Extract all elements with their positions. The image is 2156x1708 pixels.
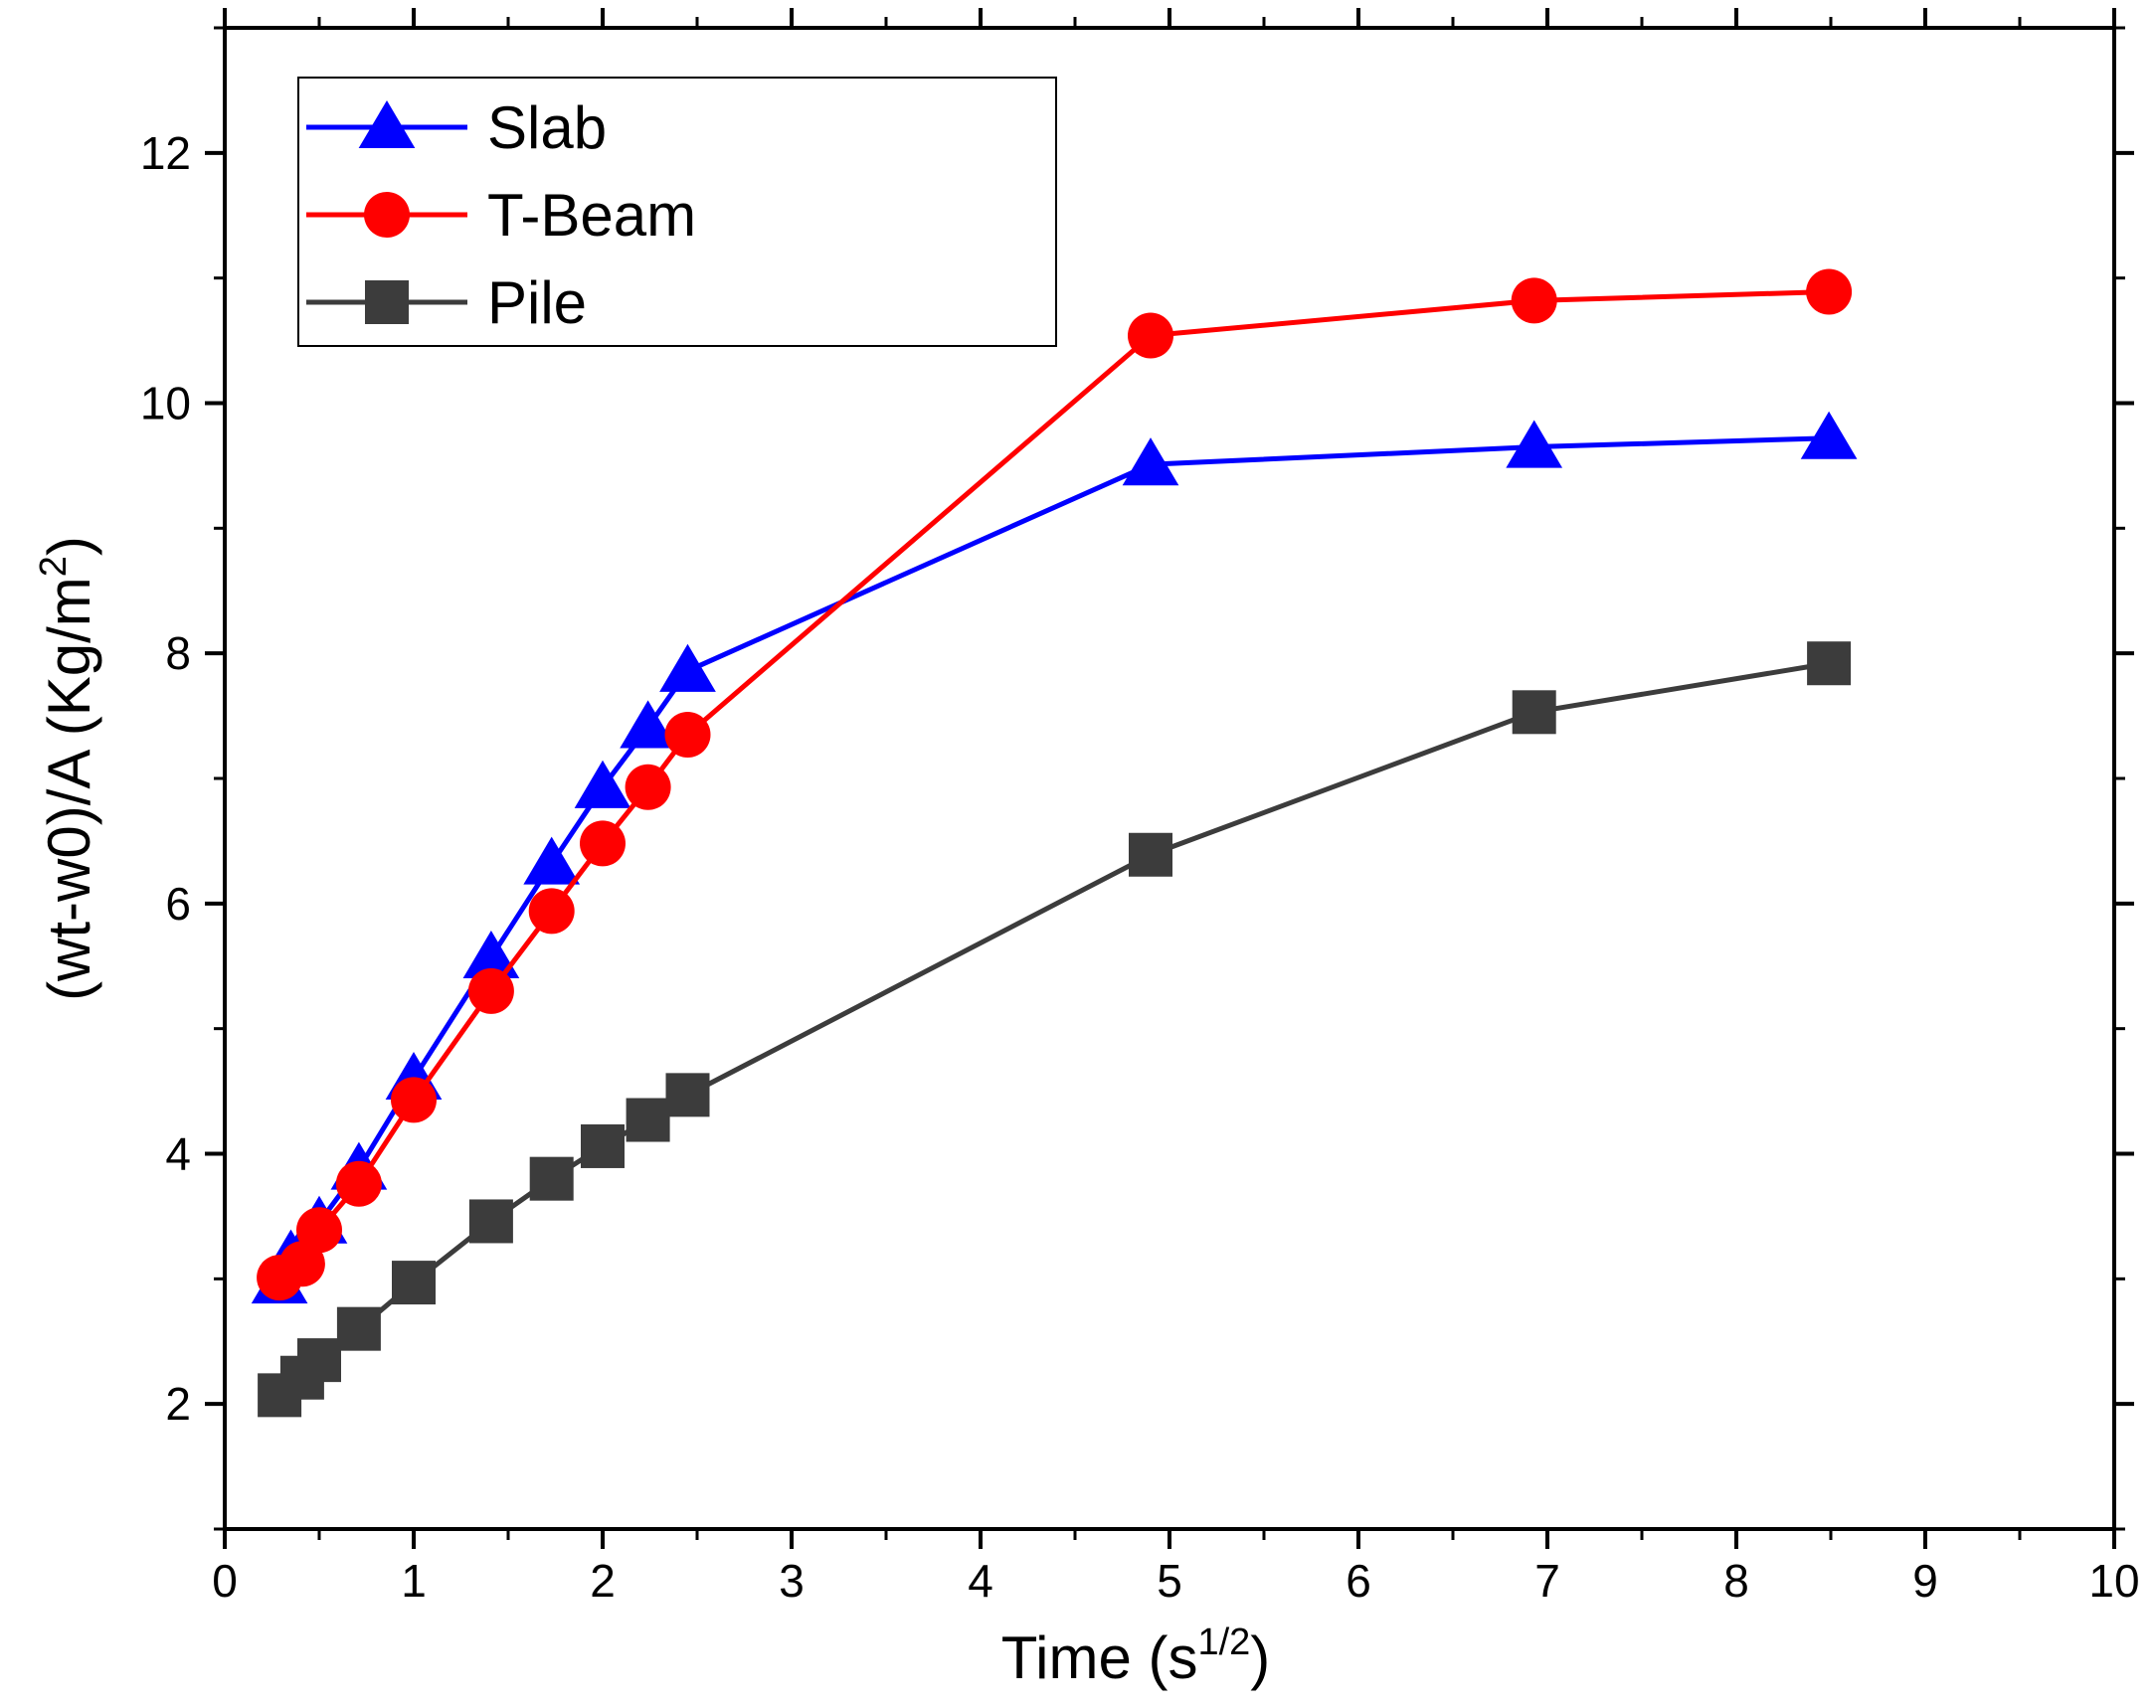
x-tick-label: 4 [968,1555,993,1607]
legend-swatch-marker [365,280,409,324]
pile-point [1129,832,1172,877]
pile-point [626,1098,670,1142]
x-tick-label: 9 [1912,1555,1938,1607]
x-tick-label: 2 [590,1555,616,1607]
t-beam-point [278,1241,325,1287]
pile-point [529,1156,574,1201]
t-beam-point [580,820,626,867]
slab-line [276,435,1830,1284]
legend-label: T-Beam [487,182,696,249]
t-beam-line [277,289,1830,1281]
y-tick-label: 6 [165,878,191,930]
x-tick-label: 5 [1157,1555,1182,1607]
legend-item-pile: Pile [306,269,587,336]
x-tick-label: 10 [2088,1555,2139,1607]
pile-line [277,660,1830,1398]
y-axis-title: (wt-w0)/A (Kg/m2) [33,536,102,1001]
slab-point [1122,437,1179,486]
y-tick-label: 2 [165,1378,191,1430]
series-t-beam [257,268,1853,1301]
t-beam-point [664,711,711,758]
slab-point [1800,411,1858,459]
pile-point [336,1306,381,1351]
series-slab [251,411,1858,1304]
slab-point [523,836,581,885]
slab-point [574,760,631,808]
x-tick-label: 7 [1534,1555,1560,1607]
series-pile [258,641,1852,1418]
x-axis-title: Time (s1/2) [1001,1622,1271,1691]
t-beam-point [625,764,671,810]
pile-point [665,1073,710,1117]
legend-item-slab: Slab [306,94,607,161]
x-tick-label: 0 [212,1555,238,1607]
y-tick-label: 12 [140,127,191,179]
pile-point [297,1338,341,1383]
t-beam-point [528,888,575,935]
x-axis-title-superscript: 1/2 [1197,1622,1250,1663]
t-beam-point [467,967,514,1014]
legend-label: Pile [487,269,587,336]
pile-point [468,1199,513,1244]
legend-item-t-beam: T-Beam [306,182,696,249]
y-axis-title-end: ) [36,536,102,556]
y-axis-title-main: (wt-w0)/A (Kg/m [36,577,102,1001]
y-tick-label: 10 [140,378,191,429]
x-tick-label: 3 [779,1555,805,1607]
legend: Slab T-Beam Pile [297,77,1057,347]
slab-point [659,643,716,692]
t-beam-point [391,1077,437,1123]
x-axis-title-main: Time (s [1001,1624,1198,1691]
slab-point [620,700,676,749]
slab-point [1506,420,1563,468]
x-axis-title-end: ) [1250,1624,1270,1691]
legend-label: Slab [487,94,607,161]
pile-point [392,1261,436,1305]
x-tick-label: 6 [1346,1555,1371,1607]
x-tick-label: 8 [1723,1555,1749,1607]
y-axis-title-superscript: 2 [33,556,75,577]
t-beam-point [335,1160,382,1207]
x-tick-label: 1 [401,1555,427,1607]
slab-point [462,930,520,979]
pile-point [1807,641,1852,686]
t-beam-point [1511,277,1557,324]
pile-point [581,1123,625,1168]
pile-point [1512,690,1556,735]
y-tick-label: 8 [165,627,191,679]
legend-swatch-marker [364,192,410,238]
legend-swatch-marker [358,100,416,149]
t-beam-point [1128,312,1173,359]
t-beam-point [1806,268,1853,315]
y-tick-label: 4 [165,1128,191,1180]
series-layer [251,268,1858,1418]
t-beam-point [296,1207,342,1254]
